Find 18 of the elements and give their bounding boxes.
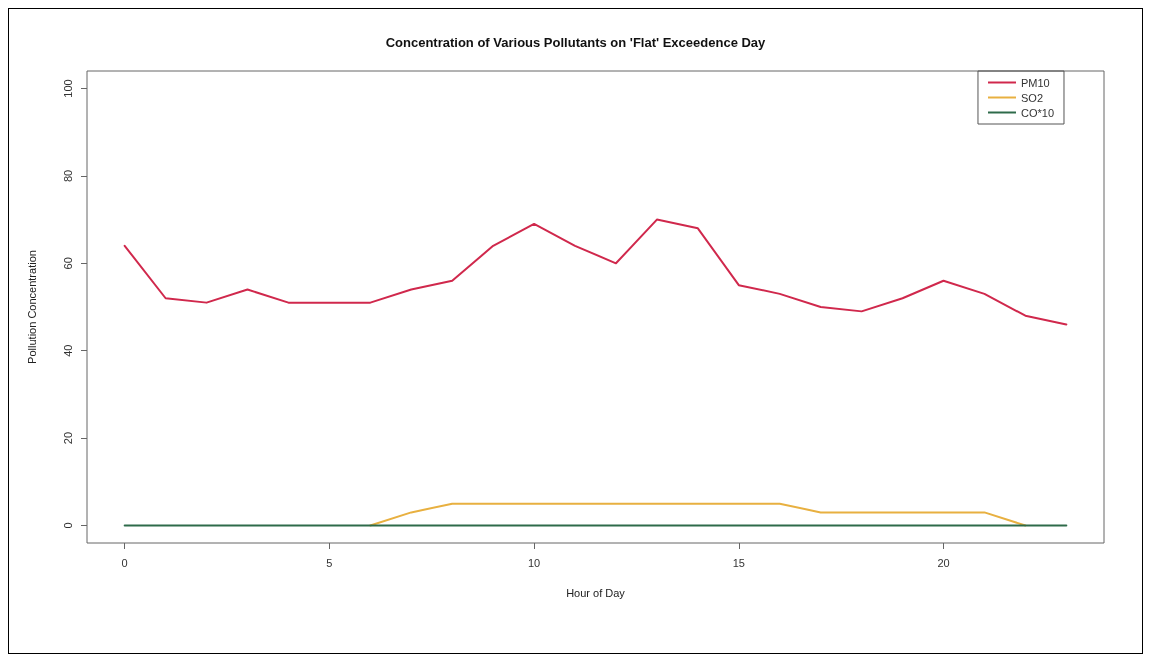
x-tick-label: 15: [732, 556, 745, 569]
y-tick-label: 0: [61, 522, 74, 529]
x-tick-label: 0: [121, 556, 128, 569]
legend-label: SO2: [1020, 91, 1043, 104]
y-tick-label: 20: [61, 431, 74, 445]
x-tick-label: 20: [937, 556, 950, 569]
x-axis-title: Hour of Day: [566, 586, 626, 599]
y-tick-label: 80: [61, 169, 74, 183]
legend-label: PM10: [1020, 76, 1050, 89]
y-tick-label: 100: [61, 79, 74, 98]
y-axis-title: Pollution Concentration: [25, 250, 38, 364]
legend-label: CO*10: [1020, 106, 1055, 119]
y-tick-label: 60: [61, 257, 74, 270]
y-tick-label: 40: [61, 344, 74, 357]
x-tick-label: 10: [527, 556, 541, 569]
chart-title: Concentration of Various Pollutants on 'Flat' Exceedence Day: [385, 35, 767, 50]
line-series: [123, 218, 1068, 326]
x-tick-label: 5: [326, 556, 333, 569]
